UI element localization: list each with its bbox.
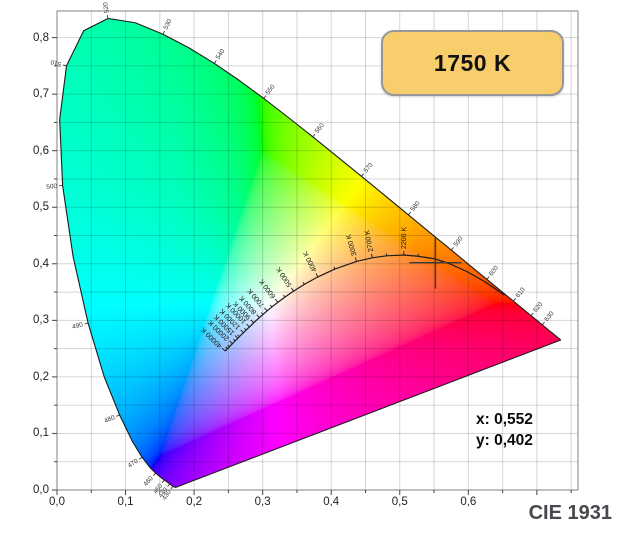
marker-x-value: x: 0,552 (476, 411, 533, 428)
y-tick-label: 0,6 (33, 144, 49, 157)
x-tick-label: 0,1 (117, 496, 134, 508)
marker-coordinates-readout: x: 0,552 y: 0,402 (476, 409, 533, 451)
y-tick-label: 0,1 (33, 427, 49, 440)
y-tick-label: 0,0 (33, 484, 49, 496)
diagram-standard-label: CIE 1931 (528, 502, 612, 524)
y-tick-label: 0,4 (33, 257, 49, 270)
x-tick-label: 0,4 (323, 496, 340, 508)
y-tick-label: 0,7 (33, 88, 49, 101)
x-tick-label: 0,5 (391, 496, 408, 508)
x-tick-label: 0,0 (49, 496, 65, 508)
y-tick-label: 0,5 (33, 201, 49, 214)
x-tick-label: 0,2 (186, 496, 203, 508)
marker-y-value: y: 0,402 (476, 432, 533, 449)
y-tick-label: 0,2 (33, 370, 49, 383)
y-tick-label: 0,8 (33, 31, 49, 44)
x-tick-label: 0,3 (254, 496, 271, 508)
cct-value-badge: 1750 K (381, 30, 564, 96)
x-tick-label: 0,6 (460, 496, 477, 508)
y-tick-label: 0,3 (33, 314, 49, 327)
